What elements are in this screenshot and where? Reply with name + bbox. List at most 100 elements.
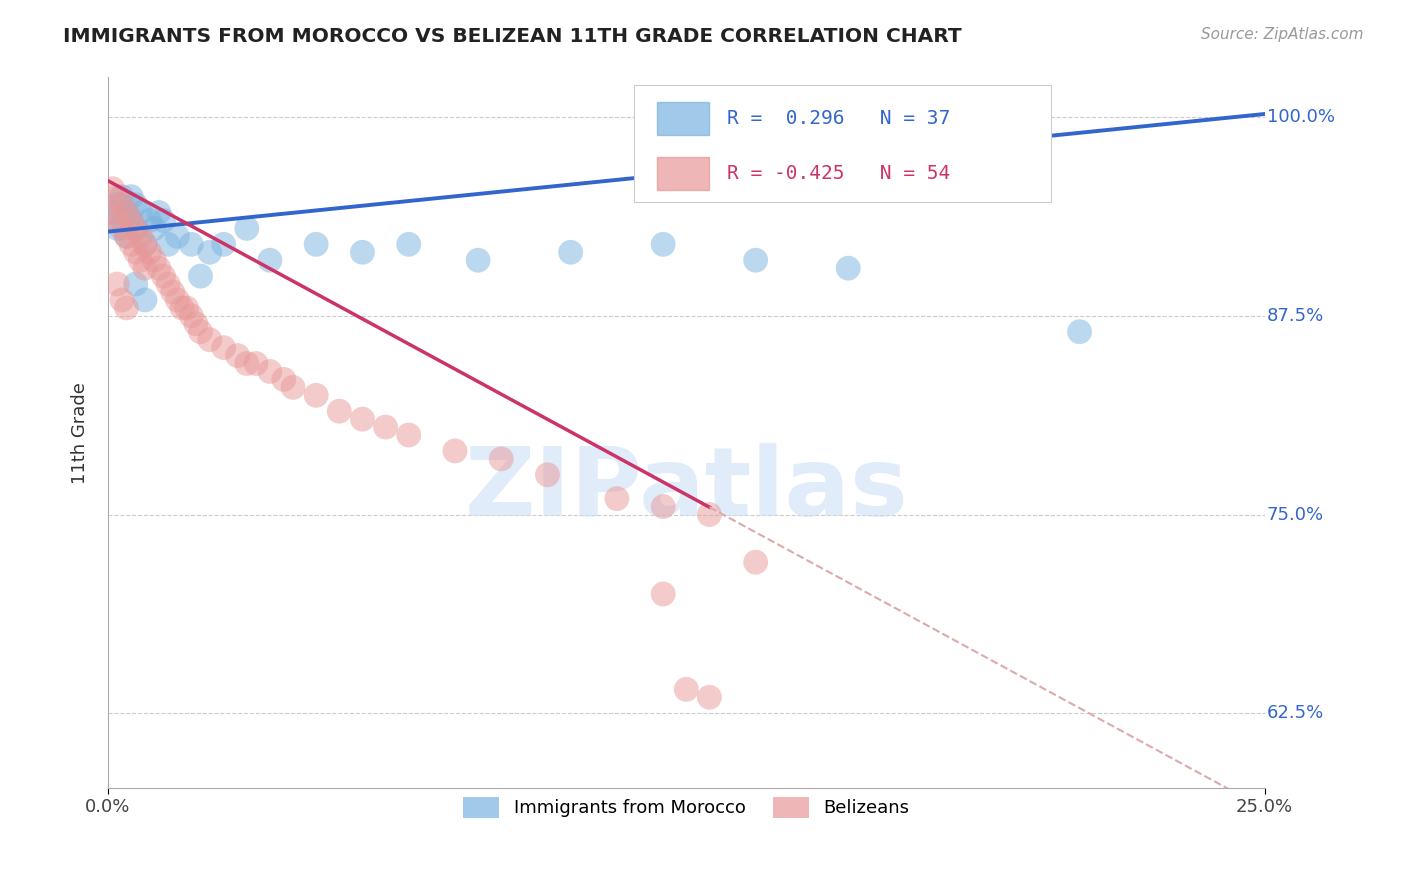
Point [170,301,193,315]
Point [120,213,142,227]
Point [236,221,259,235]
Point [652,500,675,514]
Point [226,349,249,363]
Point [398,428,420,442]
Point [111,221,134,235]
Point [190,269,212,284]
Point [105,197,128,211]
Point [652,237,675,252]
Point [398,237,420,252]
Point [157,277,180,291]
Bar [658,102,710,135]
Point [212,237,235,252]
Point [105,221,128,235]
Point [536,467,558,482]
Point [1069,325,1091,339]
Point [467,253,489,268]
Text: R = -0.425   N = 54: R = -0.425 N = 54 [727,164,950,183]
Point [115,205,138,219]
Point [138,245,160,260]
Point [148,205,170,219]
Point [111,293,134,307]
Point [166,293,188,307]
Point [134,293,156,307]
Point [125,197,148,211]
Point [273,372,295,386]
Point [281,380,304,394]
Point [134,261,156,276]
Point [212,341,235,355]
Bar [658,157,710,190]
Point [560,245,582,260]
Point [111,213,134,227]
Point [837,261,859,276]
Y-axis label: 11th Grade: 11th Grade [72,382,89,483]
Point [101,205,124,219]
Point [125,221,148,235]
Point [198,245,221,260]
Point [162,285,184,299]
Point [101,182,124,196]
Point [115,229,138,244]
Point [245,357,267,371]
Point [374,420,396,434]
Point [105,213,128,227]
Point [125,277,148,291]
Point [352,245,374,260]
Text: ZIPatlas: ZIPatlas [464,443,908,536]
Point [184,317,207,331]
Point [115,205,138,219]
Point [129,229,152,244]
Text: 62.5%: 62.5% [1267,704,1324,723]
Point [105,277,128,291]
Text: Source: ZipAtlas.com: Source: ZipAtlas.com [1201,27,1364,42]
Text: R =  0.296   N = 37: R = 0.296 N = 37 [727,109,950,128]
Point [190,325,212,339]
Point [1022,158,1045,172]
Point [148,261,170,276]
Point [444,444,467,458]
Point [152,269,174,284]
Point [120,237,142,252]
Point [489,451,512,466]
Point [606,491,628,506]
Text: 100.0%: 100.0% [1267,108,1334,126]
Point [105,189,128,203]
Point [111,189,134,203]
Text: 75.0%: 75.0% [1267,506,1324,524]
Point [101,205,124,219]
Legend: Immigrants from Morocco, Belizeans: Immigrants from Morocco, Belizeans [456,789,917,825]
Point [138,213,160,227]
Text: IMMIGRANTS FROM MOROCCO VS BELIZEAN 11TH GRADE CORRELATION CHART: IMMIGRANTS FROM MOROCCO VS BELIZEAN 11TH… [63,27,962,45]
Point [180,237,202,252]
Point [744,253,766,268]
Point [180,309,202,323]
Point [699,508,721,522]
Point [143,253,166,268]
Point [125,245,148,260]
Point [115,301,138,315]
Point [134,237,156,252]
Text: 87.5%: 87.5% [1267,307,1324,325]
Point [305,388,328,402]
Point [699,690,721,705]
Point [352,412,374,426]
FancyBboxPatch shape [634,85,1050,202]
Point [166,229,188,244]
Point [236,357,259,371]
Point [259,364,281,378]
Point [129,205,152,219]
Point [675,682,697,697]
Point [305,237,328,252]
Point [111,197,134,211]
Point [744,555,766,569]
Point [152,213,174,227]
Point [129,253,152,268]
Point [115,229,138,244]
Point [120,189,142,203]
Point [652,587,675,601]
Point [198,333,221,347]
Point [328,404,350,418]
Point [143,221,166,235]
Point [259,253,281,268]
